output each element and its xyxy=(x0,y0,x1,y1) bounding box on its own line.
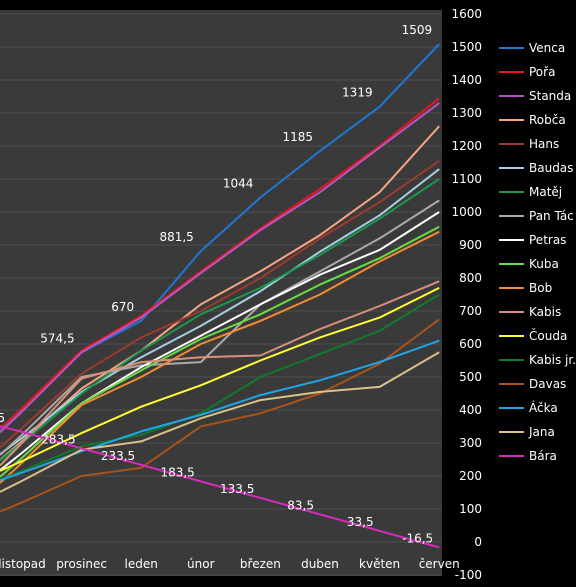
legend-label: Jana xyxy=(528,425,555,439)
data-label: 670 xyxy=(111,300,134,314)
data-label: 574,5 xyxy=(40,331,74,345)
data-label: 183,5 xyxy=(160,465,194,479)
data-label: 1319 xyxy=(342,86,373,100)
x-tick-label: květen xyxy=(359,557,400,571)
legend-label: Bára xyxy=(529,449,557,463)
y-tick-label: 1200 xyxy=(451,139,482,153)
legend-label: Hans xyxy=(529,137,559,151)
data-label: 1509 xyxy=(402,23,433,37)
legend-label: Petras xyxy=(529,233,566,247)
legend-label: Čouda xyxy=(529,328,567,343)
legend-label: Standa xyxy=(529,89,571,103)
y-tick-label: 800 xyxy=(459,271,482,285)
y-tick-label: 700 xyxy=(459,304,482,318)
y-tick-label: 1100 xyxy=(451,172,482,186)
series-line xyxy=(0,351,440,493)
data-label: 1185 xyxy=(282,130,313,144)
series-line xyxy=(0,97,440,430)
series-line xyxy=(0,293,440,481)
legend-label: Bob xyxy=(529,281,552,295)
legend-label: Áčka xyxy=(529,400,558,415)
x-tick-label: červen xyxy=(419,557,460,571)
series-line xyxy=(0,230,440,484)
series-line xyxy=(0,318,440,513)
y-tick-label: 1400 xyxy=(451,73,482,87)
data-labels: 574,5 670 881,5 1044 1185 1319 1509 3,5 283,5 233… xyxy=(0,23,433,545)
data-label: 83,5 xyxy=(287,498,314,512)
data-label: -16,5 xyxy=(402,531,433,545)
series-line xyxy=(0,178,440,462)
y-tick-label: -100 xyxy=(455,568,482,582)
y-axis: -100 0 100 200 300 400 500 600 700 800 900 1000 1100… xyxy=(451,7,482,582)
y-tick-label: 1300 xyxy=(451,106,482,120)
y-tick-label: 400 xyxy=(459,403,482,417)
series-line xyxy=(0,102,440,434)
data-label: 283,5 xyxy=(41,432,75,446)
x-tick-label: duben xyxy=(301,557,339,571)
x-tick-label: prosinec xyxy=(56,557,107,571)
legend-label: Kuba xyxy=(529,257,559,271)
data-label: 3,5 xyxy=(0,411,5,425)
legend-label: Kabis jr. xyxy=(529,353,576,367)
series-line xyxy=(0,339,440,482)
x-tick-label: listopad xyxy=(0,557,46,571)
series-line xyxy=(0,280,440,467)
legend-label: Robča xyxy=(529,113,566,127)
y-tick-label: 600 xyxy=(459,337,482,351)
y-tick-label: 1500 xyxy=(451,40,482,54)
x-tick-label: únor xyxy=(187,557,215,571)
legend-label: Venca xyxy=(529,41,565,55)
legend-label: Pořa xyxy=(529,65,555,79)
data-label: 33,5 xyxy=(347,515,374,529)
data-label: 1044 xyxy=(223,176,254,190)
y-tick-label: 200 xyxy=(459,469,482,483)
y-tick-label: 500 xyxy=(459,370,482,384)
legend-label: Baudas xyxy=(529,161,573,175)
data-label: 233,5 xyxy=(101,449,135,463)
x-tick-label: leden xyxy=(125,557,158,571)
y-tick-label: 0 xyxy=(474,535,482,549)
series-line xyxy=(0,199,440,456)
series-line xyxy=(0,159,440,448)
legend-label: Matěj xyxy=(529,185,562,199)
legend: Venca Pořa Standa Robča Hans Baudas Matěj Pan T… xyxy=(499,41,576,463)
y-tick-label: 300 xyxy=(459,436,482,450)
series-line xyxy=(0,287,440,472)
series-line xyxy=(0,425,440,549)
y-tick-label: 900 xyxy=(459,238,482,252)
series-lines xyxy=(0,43,440,549)
data-label: 881,5 xyxy=(159,230,193,244)
x-tick-label: březen xyxy=(240,557,281,571)
legend-label: Pan Tác xyxy=(529,209,574,223)
legend-label: Kabis xyxy=(529,305,561,319)
x-axis: listopad prosinec leden únor březen duben květ… xyxy=(0,557,460,571)
legend-label: Davas xyxy=(529,377,566,391)
y-tick-label: 1600 xyxy=(451,7,482,21)
y-tick-label: 100 xyxy=(459,502,482,516)
y-tick-label: 1000 xyxy=(451,205,482,219)
data-label: 133,5 xyxy=(220,482,254,496)
series-line xyxy=(0,225,440,478)
